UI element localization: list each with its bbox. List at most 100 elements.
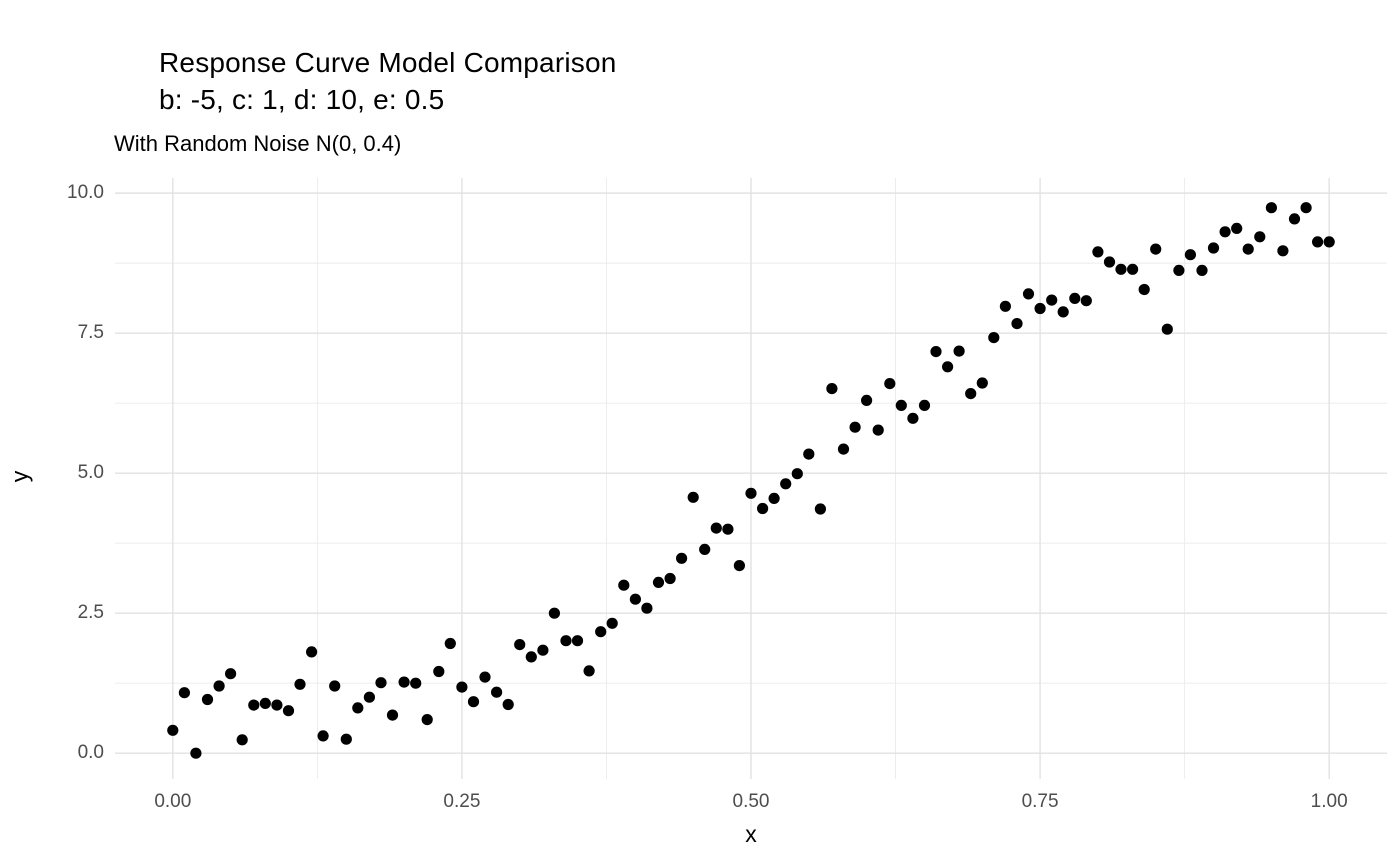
data-point: [953, 345, 965, 357]
data-point: [1277, 245, 1289, 257]
data-point: [294, 678, 306, 690]
y-tick-label-0: 0.0: [77, 742, 104, 764]
data-point: [664, 572, 676, 585]
data-point: [965, 388, 977, 400]
data-point: [872, 424, 884, 436]
data-point: [1323, 236, 1335, 248]
data-point: [317, 730, 329, 742]
data-point: [699, 543, 711, 556]
chart-title: Response Curve Model Comparison: [159, 47, 617, 78]
x-tick-label-0: 0.00: [154, 791, 192, 812]
data-point: [652, 576, 665, 589]
y-tick-label-4: 10.0: [67, 182, 104, 204]
data-point: [1022, 288, 1035, 300]
data-point: [340, 733, 352, 745]
data-point: [213, 680, 225, 692]
chart-title-parameters: b: -5, c: 1, d: 10, e: 0.5: [159, 84, 445, 115]
data-point: [687, 491, 699, 503]
data-point: [167, 724, 179, 736]
data-point: [733, 560, 746, 572]
data-point: [976, 377, 988, 389]
data-point: [988, 332, 1000, 344]
data-point: [757, 502, 769, 515]
data-point: [571, 635, 584, 647]
data-point: [537, 644, 549, 656]
data-point: [1080, 295, 1092, 307]
x-tick-label-3: 0.75: [1021, 791, 1059, 812]
data-point: [201, 693, 214, 706]
data-point: [791, 468, 803, 480]
data-point: [618, 579, 630, 591]
x-tick-label-2: 0.50: [732, 791, 770, 812]
data-point: [1011, 318, 1023, 330]
data-point: [1046, 294, 1058, 306]
data-point: [861, 394, 873, 406]
y-tick-label-1: 2.5: [77, 602, 104, 624]
data-point: [1207, 242, 1220, 254]
data-point: [745, 487, 757, 499]
x-tick-label-1: 0.25: [443, 791, 481, 812]
data-point: [410, 677, 422, 689]
data-point: [583, 665, 595, 677]
data-point: [895, 399, 907, 411]
data-point: [271, 699, 283, 711]
data-point: [1219, 226, 1231, 238]
chart-subtitle: With Random Noise N(0, 0.4): [114, 131, 402, 156]
data-point: [329, 680, 341, 692]
data-point: [1288, 213, 1301, 225]
data-point: [1184, 249, 1196, 261]
data-point: [502, 698, 514, 711]
data-point: [676, 552, 688, 564]
data-point: [282, 705, 295, 717]
data-point: [710, 522, 722, 534]
data-point: [386, 709, 399, 721]
x-axis-title: x: [745, 821, 757, 847]
data-point: [1150, 243, 1162, 255]
data-point: [768, 492, 780, 504]
data-point: [803, 448, 815, 460]
data-point: [595, 626, 607, 638]
data-point: [467, 696, 480, 708]
data-point: [178, 687, 190, 699]
data-point: [629, 593, 642, 605]
data-point: [491, 686, 503, 698]
data-point: [421, 714, 433, 726]
data-point: [1242, 243, 1254, 255]
data-point: [1312, 236, 1324, 248]
data-point: [722, 523, 734, 535]
data-point: [560, 635, 572, 647]
data-point: [1138, 283, 1150, 296]
data-point: [837, 443, 850, 455]
y-tick-label-2: 5.0: [77, 462, 104, 484]
data-point: [930, 346, 942, 358]
data-point: [780, 478, 792, 490]
data-point: [236, 734, 248, 746]
data-point: [884, 378, 896, 390]
data-point: [999, 300, 1012, 312]
data-point: [1057, 306, 1069, 318]
data-point: [1231, 222, 1243, 234]
data-point: [1265, 202, 1277, 214]
data-point: [907, 412, 919, 424]
data-point: [225, 668, 237, 680]
data-point: [259, 697, 271, 710]
data-point: [849, 421, 861, 433]
data-point: [1196, 264, 1208, 276]
data-point: [306, 646, 318, 658]
data-point: [826, 383, 838, 395]
data-point: [363, 691, 375, 703]
data-point: [1254, 231, 1266, 243]
data-point: [525, 651, 537, 663]
data-point: [1300, 202, 1312, 214]
data-point: [479, 671, 491, 683]
data-point: [1034, 302, 1046, 315]
data-point: [1173, 264, 1185, 276]
data-point: [456, 681, 468, 693]
data-point: [918, 399, 931, 411]
x-tick-label-4: 1.00: [1310, 791, 1348, 812]
y-axis-title: y: [6, 470, 33, 483]
data-point: [1092, 246, 1104, 258]
data-point: [1103, 256, 1116, 268]
data-point: [398, 676, 410, 688]
